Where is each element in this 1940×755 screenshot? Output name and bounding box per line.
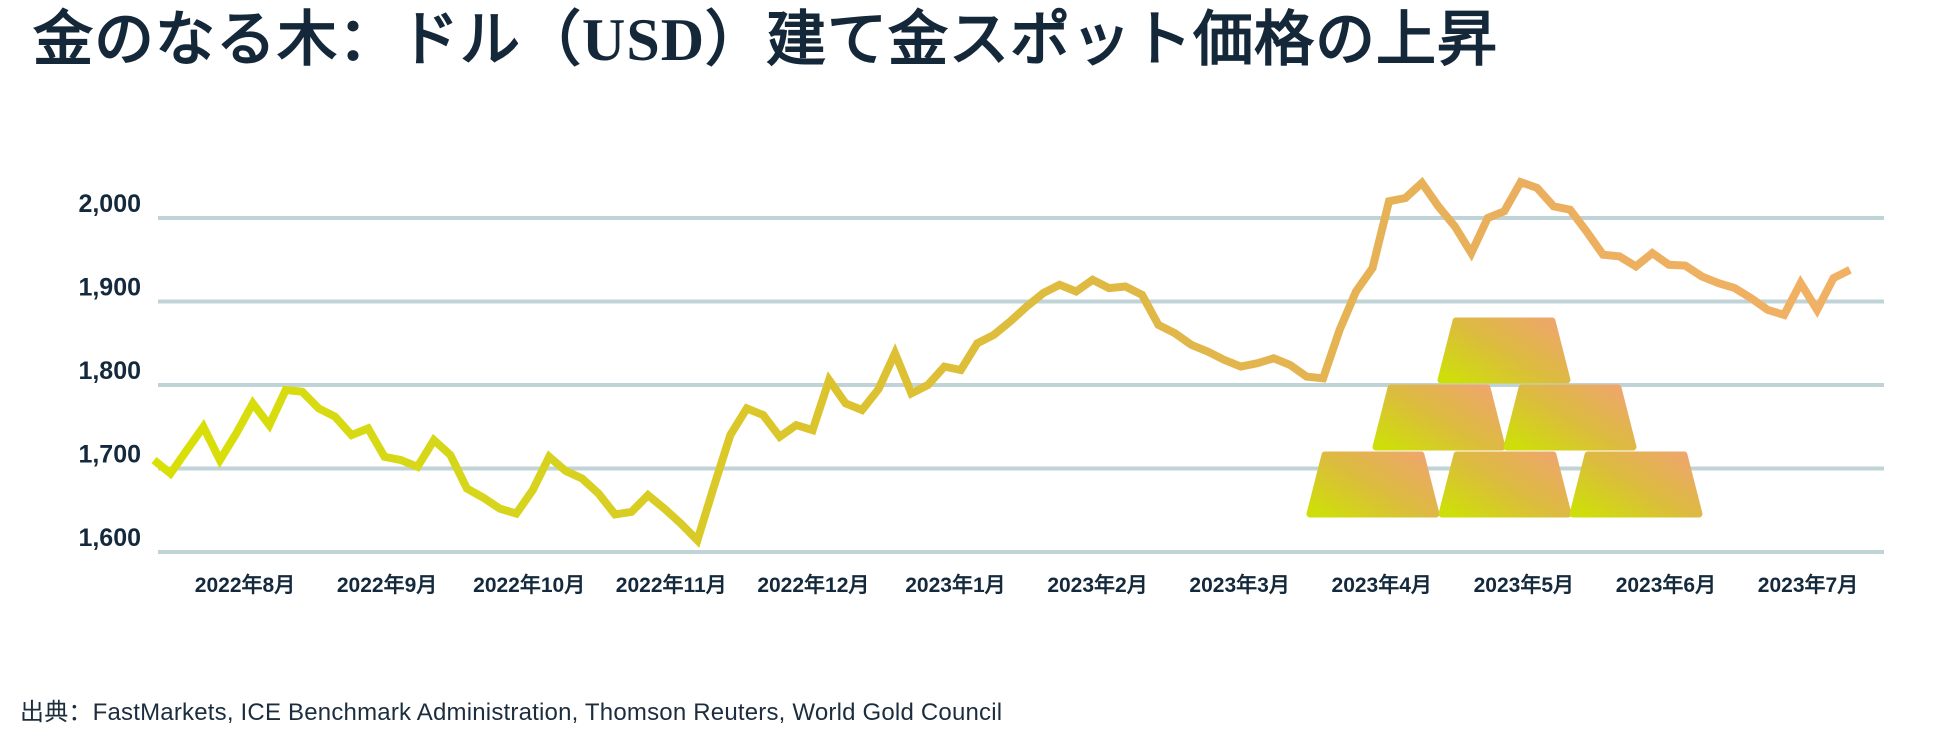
gold-bar-icon — [1569, 451, 1703, 518]
y-axis-label: 1,800 — [78, 357, 141, 385]
x-axis-label: 2022年8月 — [195, 573, 295, 597]
y-axis-label: 1,700 — [78, 441, 141, 469]
gold-bar-icon — [1372, 384, 1506, 451]
source-note: 出典：FastMarkets, ICE Benchmark Administra… — [20, 699, 1003, 726]
y-axis-label: 1,900 — [78, 274, 141, 302]
x-axis-label: 2022年9月 — [337, 573, 437, 597]
gold-bar-icon — [1306, 451, 1440, 518]
x-axis-label: 2022年12月 — [757, 573, 869, 597]
y-axis-labels: 2,000 1,900 1,800 1,700 1,600 — [78, 190, 141, 552]
gold-bar-icon — [1437, 317, 1571, 384]
x-axis-label: 2023年3月 — [1189, 573, 1289, 597]
gold-bar-icon — [1438, 451, 1572, 518]
x-axis-label: 2023年7月 — [1758, 573, 1858, 597]
gold-bars-pyramid-icon — [1306, 317, 1703, 518]
x-axis-label: 2023年5月 — [1474, 573, 1574, 597]
x-axis-label: 2023年1月 — [905, 573, 1005, 597]
y-axis-label: 2,000 — [78, 190, 141, 218]
x-axis-label: 2022年10月 — [473, 573, 585, 597]
x-axis-label: 2022年11月 — [616, 573, 727, 597]
gold-bar-icon — [1503, 384, 1637, 451]
x-axis-label: 2023年6月 — [1616, 573, 1716, 597]
x-axis-label: 2023年4月 — [1332, 573, 1432, 597]
y-axis-label: 1,600 — [78, 524, 141, 552]
price-line — [151, 176, 1852, 548]
x-axis-label: 2023年2月 — [1047, 573, 1147, 597]
page-title: 金のなる木：ドル（USD）建て金スポット価格の上昇 — [33, 7, 1499, 73]
x-axis-labels: 2022年8月 2022年9月 2022年10月 2022年11月 2022年12月 20… — [195, 573, 1858, 597]
